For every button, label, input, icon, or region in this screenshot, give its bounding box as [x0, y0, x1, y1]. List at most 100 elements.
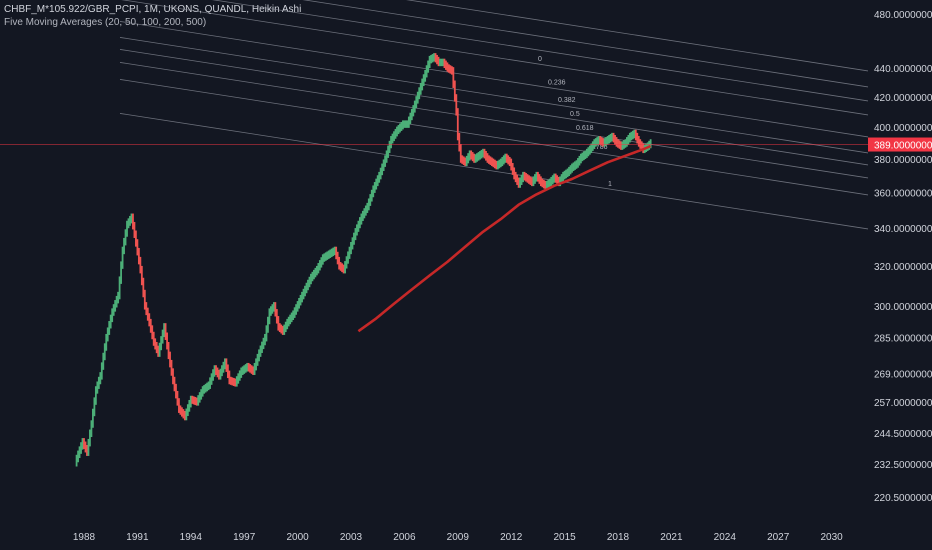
candle: [418, 87, 421, 100]
candle: [175, 383, 177, 399]
candle: [640, 141, 643, 151]
candle: [639, 139, 642, 149]
last-price-label: 389.00000000: [874, 141, 932, 152]
candle: [78, 446, 81, 459]
candle: [278, 323, 281, 333]
candle: [289, 314, 292, 325]
candle: [381, 163, 384, 176]
candle: [94, 386, 97, 405]
candle: [298, 297, 300, 309]
candle: [519, 177, 521, 188]
candle: [357, 220, 360, 232]
candle: [538, 174, 541, 184]
candle: [235, 376, 238, 387]
candle: [442, 58, 444, 67]
candle: [157, 345, 160, 357]
candle: [614, 134, 616, 145]
candle: [448, 64, 450, 73]
candle: [421, 78, 424, 91]
candle: [286, 318, 289, 330]
candle: [229, 376, 232, 385]
fib-channel: 0 0.236 0.382 0.5 0.618 0.786 1: [119, 0, 869, 230]
candle: [283, 324, 286, 335]
moving-average: [357, 144, 652, 333]
candle: [189, 395, 192, 408]
candle: [436, 54, 438, 65]
candle: [403, 120, 406, 128]
candle: [458, 132, 461, 152]
candle: [158, 342, 161, 357]
candle: [271, 304, 274, 314]
candle: [317, 263, 320, 274]
candle: [307, 279, 309, 291]
candle: [593, 139, 596, 149]
candle: [633, 129, 636, 139]
candle: [385, 150, 388, 163]
candle: [103, 343, 106, 361]
candle: [588, 145, 591, 155]
candle: [566, 168, 569, 178]
candle: [213, 365, 216, 377]
candle: [181, 407, 183, 417]
candle: [115, 295, 118, 308]
candle: [143, 289, 146, 310]
candle: [151, 325, 154, 340]
candle: [320, 257, 323, 268]
candle: [361, 210, 364, 221]
candle: [409, 112, 412, 124]
candle: [149, 318, 152, 333]
candle: [537, 171, 539, 182]
candle: [399, 123, 401, 133]
y-tick-label: 360.00000000: [874, 189, 932, 200]
candle: [630, 131, 633, 141]
candle: [155, 342, 158, 354]
candle: [114, 300, 117, 312]
candle: [455, 94, 458, 116]
candle: [295, 304, 298, 315]
candle: [96, 381, 99, 394]
candle: [539, 176, 542, 187]
candle: [195, 397, 198, 406]
candle: [218, 369, 220, 380]
indicator-legend[interactable]: Five Moving Averages (20, 50, 100, 200, …: [4, 17, 207, 28]
candle: [198, 392, 201, 403]
y-tick-label: 285.00000000: [874, 334, 932, 345]
candle: [111, 308, 114, 323]
fib-label: 0.786: [590, 144, 608, 151]
y-tick-label: 320.00000000: [874, 262, 932, 273]
candle: [173, 376, 176, 392]
candle: [450, 66, 453, 75]
candle: [581, 152, 584, 162]
x-tick-label: 2021: [660, 532, 683, 543]
candle: [430, 54, 432, 64]
candle: [204, 383, 207, 393]
candle: [262, 337, 265, 350]
candle: [192, 396, 195, 405]
candle: [338, 256, 341, 270]
candle: [556, 175, 559, 185]
candle: [250, 365, 253, 374]
candle: [339, 262, 342, 271]
candle: [253, 362, 256, 375]
candle: [221, 365, 223, 377]
candle: [81, 438, 84, 450]
fib-line: [119, 21, 869, 138]
candle: [565, 169, 567, 179]
candle: [305, 282, 308, 294]
candle: [105, 333, 108, 351]
candle: [210, 373, 213, 385]
candle: [587, 147, 590, 157]
candle: [109, 314, 112, 329]
candle: [434, 53, 437, 63]
candle: [129, 215, 131, 226]
candle: [281, 326, 284, 335]
candle: [473, 153, 476, 163]
candle: [137, 247, 140, 265]
candle: [296, 301, 299, 312]
candle: [274, 302, 277, 317]
candle: [428, 55, 431, 69]
candle: [491, 157, 493, 167]
candle: [183, 410, 186, 421]
y-tick-label: 440.00000000: [874, 64, 932, 75]
